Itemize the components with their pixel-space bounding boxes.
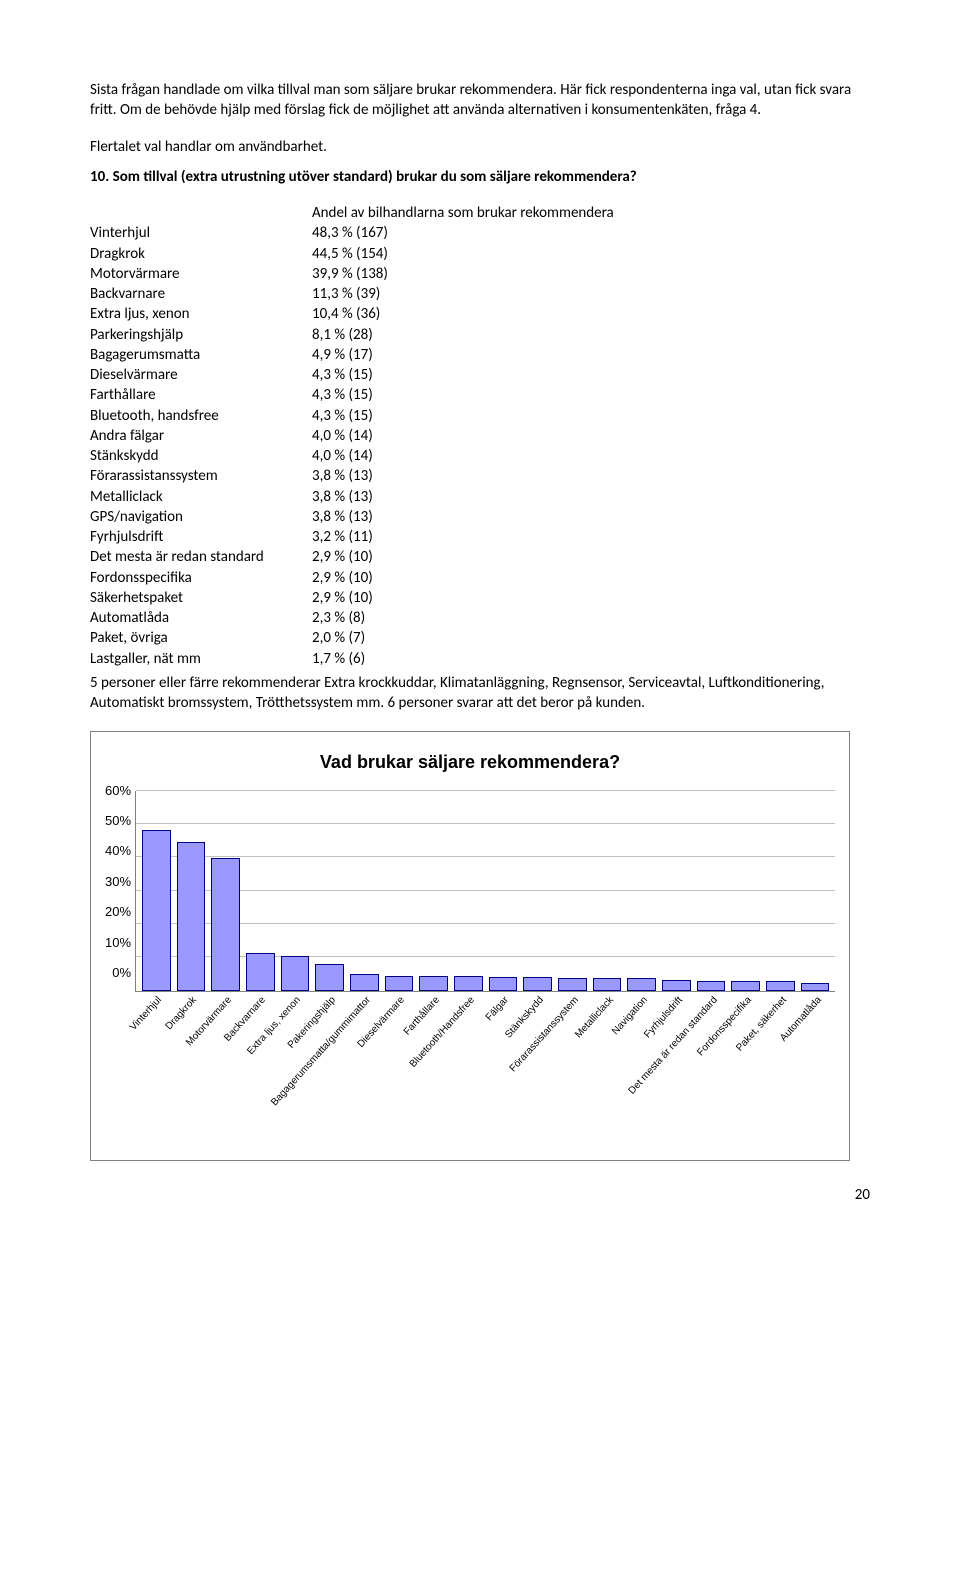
chart-title: Vad brukar säljare rekommendera? [105, 750, 835, 774]
chart-bar [801, 983, 830, 991]
table-row-label: Bluetooth, handsfree [90, 406, 312, 426]
table-row-value: 4,3 % (15) [312, 406, 626, 426]
chart-y-axis: 60%50%40%30%20%10%0% [105, 791, 135, 991]
chart-bar [662, 980, 691, 991]
intro-paragraph-2: Flertalet val handlar om användbarhet. [90, 137, 870, 157]
table-row-value: 1,7 % (6) [312, 649, 626, 669]
table-row-value: 4,9 % (17) [312, 345, 626, 365]
chart-bar [489, 977, 518, 990]
chart-bar [454, 976, 483, 990]
intro-paragraph-1: Sista frågan handlade om vilka tillval m… [90, 80, 870, 121]
table-row-value: 4,3 % (15) [312, 385, 626, 405]
chart-bar [281, 956, 310, 991]
table-row-label: Stänkskydd [90, 446, 312, 466]
table-row-value: 3,8 % (13) [312, 507, 626, 527]
table-row-label: Det mesta är redan standard [90, 547, 312, 567]
table-row-value: 48,3 % (167) [312, 223, 626, 243]
table-row-label: Motorvärmare [90, 264, 312, 284]
table-row-value: 2,9 % (10) [312, 588, 626, 608]
chart-bar [697, 981, 726, 991]
y-tick-label: 30% [105, 873, 131, 891]
chart-frame: Vad brukar säljare rekommendera? 60% 50% 4… [90, 731, 850, 1160]
table-row-value: 4,0 % (14) [312, 426, 626, 446]
table-row-value: 3,8 % (13) [312, 487, 626, 507]
table-row-label: Vinterhjul [90, 223, 312, 243]
chart-bar [731, 981, 760, 991]
table-row-label: Automatlåda [90, 608, 312, 628]
table-row-label: Lastgaller, nät mm [90, 649, 312, 669]
chart-bar [350, 974, 379, 990]
table-row-label: Fordonsspecifika [90, 568, 312, 588]
chart-bar [419, 976, 448, 990]
table-row-value: 3,8 % (13) [312, 466, 626, 486]
chart-plot [135, 791, 835, 992]
chart-bar [766, 981, 795, 991]
y-tick-label: 20% [105, 903, 131, 921]
table-row-label: Dragkrok [90, 244, 312, 264]
table-row-value: 39,9 % (138) [312, 264, 626, 284]
chart-bar [593, 978, 622, 991]
table-row-label: Backvarnare [90, 284, 312, 304]
recommendation-table: Andel av bilhandlarna som brukar rekomme… [90, 203, 626, 669]
after-table-paragraph: 5 personer eller färre rekommenderar Ext… [90, 673, 870, 714]
chart-bar [177, 842, 206, 990]
y-tick-label: 60% [105, 782, 131, 800]
table-row-value: 4,3 % (15) [312, 365, 626, 385]
table-row-label: Extra ljus, xenon [90, 304, 312, 324]
table-row-label: Metalliclack [90, 487, 312, 507]
y-tick-label: 50% [105, 812, 131, 830]
table-header: Andel av bilhandlarna som brukar rekomme… [312, 203, 626, 223]
chart-bar [385, 976, 414, 990]
table-row-label: Bagagerumsmatta [90, 345, 312, 365]
table-row-label: Förarassistanssystem [90, 466, 312, 486]
chart-bar [315, 964, 344, 991]
table-row-value: 44,5 % (154) [312, 244, 626, 264]
table-row-value: 2,9 % (10) [312, 568, 626, 588]
table-row-label: Fyrhjulsdrift [90, 527, 312, 547]
chart-bar [523, 977, 552, 990]
table-row-value: 11,3 % (39) [312, 284, 626, 304]
y-tick-label: 0% [105, 964, 131, 982]
table-row-value: 4,0 % (14) [312, 446, 626, 466]
table-row-value: 2,9 % (10) [312, 547, 626, 567]
chart-bar [558, 978, 587, 991]
chart-bar [211, 858, 240, 991]
table-row-value: 2,0 % (7) [312, 628, 626, 648]
page-number: 20 [90, 1185, 870, 1205]
table-row-label: Andra fälgar [90, 426, 312, 446]
table-row-value: 8,1 % (28) [312, 325, 626, 345]
chart-bar [246, 953, 275, 991]
table-row-value: 2,3 % (8) [312, 608, 626, 628]
table-row-label: Säkerhetspaket [90, 588, 312, 608]
y-tick-label: 40% [105, 843, 131, 861]
table-row-label: Dieselvärmare [90, 365, 312, 385]
chart-bar [142, 830, 171, 991]
chart-bar [627, 978, 656, 991]
table-row-label: Paket, övriga [90, 628, 312, 648]
y-tick-label: 10% [105, 934, 131, 952]
table-row-value: 10,4 % (36) [312, 304, 626, 324]
table-row-label: GPS/navigation [90, 507, 312, 527]
table-row-value: 3,2 % (11) [312, 527, 626, 547]
table-row-label: Farthållare [90, 385, 312, 405]
question-heading: 10. Som tillval (extra utrustning utöver… [90, 167, 870, 187]
table-row-label: Parkeringshjälp [90, 325, 312, 345]
